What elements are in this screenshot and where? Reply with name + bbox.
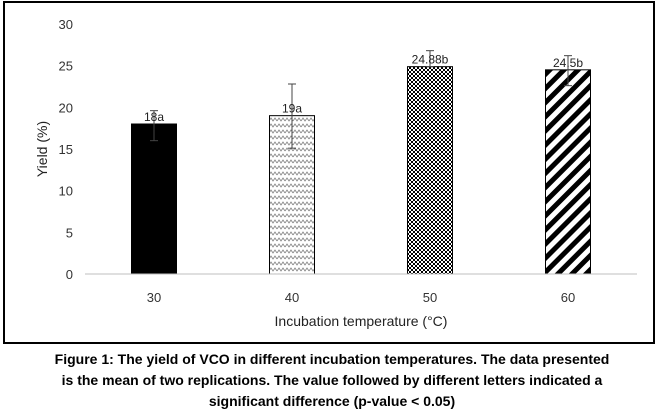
bars-group — [131, 66, 591, 275]
bar-50 — [407, 66, 453, 275]
x-tick-label: 60 — [561, 290, 575, 305]
chart-frame: 0 5 10 15 20 25 30 30 40 50 60 18a 19a 24.88b 24.5b … — [3, 1, 655, 344]
y-tick-label: 5 — [66, 225, 73, 240]
data-label: 18a — [144, 110, 164, 124]
x-axis-ticks: 30 40 50 60 — [147, 290, 575, 305]
y-tick-label: 10 — [59, 184, 73, 199]
y-tick-label: 0 — [66, 267, 73, 282]
x-tick-label: 30 — [147, 290, 161, 305]
x-tick-label: 40 — [285, 290, 299, 305]
bar-60 — [545, 69, 591, 275]
x-axis-title: Incubation temperature (°C) — [275, 313, 448, 329]
data-label: 24.5b — [553, 56, 583, 70]
data-label: 24.88b — [412, 53, 449, 67]
error-bars-group — [150, 50, 572, 149]
bar-30 — [131, 123, 177, 275]
caption-line-3: significant difference (p-value < 0.05) — [208, 393, 456, 409]
x-tick-label: 50 — [423, 290, 437, 305]
data-label: 19a — [282, 102, 302, 116]
y-tick-label: 20 — [59, 100, 73, 115]
y-tick-label: 15 — [59, 142, 73, 157]
figure-caption: Figure 1: The yield of VCO in different … — [0, 349, 664, 412]
y-tick-label: 25 — [59, 59, 73, 74]
y-tick-label: 30 — [59, 17, 73, 32]
y-axis-title: Yield (%) — [34, 121, 50, 177]
caption-line-1: Figure 1: The yield of VCO in different … — [54, 351, 610, 367]
data-labels-group: 18a 19a 24.88b 24.5b — [144, 53, 583, 124]
caption-line-2: is the mean of two replications. The val… — [61, 372, 603, 388]
y-axis-ticks: 0 5 10 15 20 25 30 — [59, 17, 73, 282]
